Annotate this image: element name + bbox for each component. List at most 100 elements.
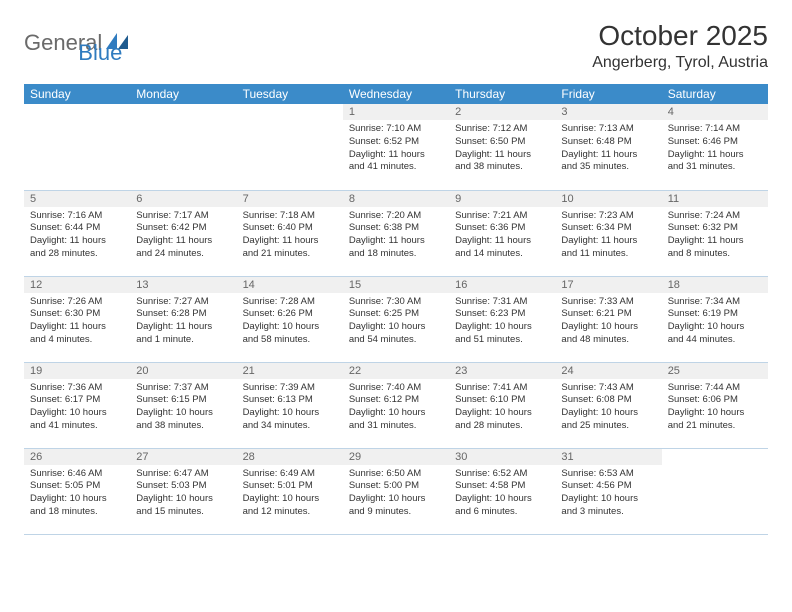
day-body: Sunrise: 6:50 AMSunset: 5:00 PMDaylight:…	[343, 465, 449, 523]
day-number: 20	[130, 363, 236, 379]
day-number: 1	[343, 104, 449, 120]
day-line: Sunrise: 7:18 AM	[243, 210, 337, 223]
calendar-cell: 30Sunrise: 6:52 AMSunset: 4:58 PMDayligh…	[449, 448, 555, 534]
day-line: Sunrise: 6:53 AM	[561, 468, 655, 481]
day-line: Sunrise: 7:17 AM	[136, 210, 230, 223]
calendar-cell: 19Sunrise: 7:36 AMSunset: 6:17 PMDayligh…	[24, 362, 130, 448]
calendar-cell: 24Sunrise: 7:43 AMSunset: 6:08 PMDayligh…	[555, 362, 661, 448]
day-line: Sunrise: 7:36 AM	[30, 382, 124, 395]
day-body: Sunrise: 7:36 AMSunset: 6:17 PMDaylight:…	[24, 379, 130, 437]
calendar-cell: 10Sunrise: 7:23 AMSunset: 6:34 PMDayligh…	[555, 190, 661, 276]
day-line: Daylight: 10 hours	[561, 321, 655, 334]
logo: General Blue	[24, 20, 122, 66]
day-line: Daylight: 10 hours	[243, 407, 337, 420]
day-line: Sunrise: 7:21 AM	[455, 210, 549, 223]
day-line: Sunset: 6:06 PM	[668, 394, 762, 407]
day-line: Daylight: 10 hours	[349, 321, 443, 334]
day-line: and 18 minutes.	[349, 248, 443, 261]
day-line: Sunset: 6:36 PM	[455, 222, 549, 235]
day-line: Sunset: 6:25 PM	[349, 308, 443, 321]
day-line: and 48 minutes.	[561, 334, 655, 347]
day-line: Sunset: 6:21 PM	[561, 308, 655, 321]
day-line: and 25 minutes.	[561, 420, 655, 433]
day-body: Sunrise: 7:20 AMSunset: 6:38 PMDaylight:…	[343, 207, 449, 265]
day-number: 21	[237, 363, 343, 379]
calendar-cell: 4Sunrise: 7:14 AMSunset: 6:46 PMDaylight…	[662, 104, 768, 190]
day-line: Sunset: 6:52 PM	[349, 136, 443, 149]
day-body: Sunrise: 7:27 AMSunset: 6:28 PMDaylight:…	[130, 293, 236, 351]
day-line: Daylight: 11 hours	[455, 149, 549, 162]
day-line: and 34 minutes.	[243, 420, 337, 433]
day-line: and 38 minutes.	[455, 161, 549, 174]
day-line: Sunrise: 7:43 AM	[561, 382, 655, 395]
day-line: Daylight: 11 hours	[349, 149, 443, 162]
day-line: Sunset: 6:48 PM	[561, 136, 655, 149]
day-number: 22	[343, 363, 449, 379]
day-line: Sunset: 6:13 PM	[243, 394, 337, 407]
day-body: Sunrise: 7:39 AMSunset: 6:13 PMDaylight:…	[237, 379, 343, 437]
day-number: 11	[662, 191, 768, 207]
day-line: Daylight: 11 hours	[30, 321, 124, 334]
day-line: Sunrise: 7:13 AM	[561, 123, 655, 136]
day-number: 28	[237, 449, 343, 465]
day-line: Daylight: 10 hours	[668, 321, 762, 334]
weekday-header: Thursday	[449, 84, 555, 104]
day-body: Sunrise: 7:40 AMSunset: 6:12 PMDaylight:…	[343, 379, 449, 437]
day-line: Sunset: 6:15 PM	[136, 394, 230, 407]
day-number: 24	[555, 363, 661, 379]
calendar-week-row: 19Sunrise: 7:36 AMSunset: 6:17 PMDayligh…	[24, 362, 768, 448]
calendar-cell: 21Sunrise: 7:39 AMSunset: 6:13 PMDayligh…	[237, 362, 343, 448]
day-line: and 21 minutes.	[243, 248, 337, 261]
day-line: Sunrise: 7:39 AM	[243, 382, 337, 395]
day-line: and 28 minutes.	[30, 248, 124, 261]
calendar-week-row: 26Sunrise: 6:46 AMSunset: 5:05 PMDayligh…	[24, 448, 768, 534]
day-line: Daylight: 10 hours	[455, 407, 549, 420]
day-line: Sunrise: 6:47 AM	[136, 468, 230, 481]
day-line: Sunset: 6:50 PM	[455, 136, 549, 149]
calendar-week-row: 1Sunrise: 7:10 AMSunset: 6:52 PMDaylight…	[24, 104, 768, 190]
day-line: and 11 minutes.	[561, 248, 655, 261]
calendar-cell: 29Sunrise: 6:50 AMSunset: 5:00 PMDayligh…	[343, 448, 449, 534]
day-number: 30	[449, 449, 555, 465]
weekday-header-row: Sunday Monday Tuesday Wednesday Thursday…	[24, 84, 768, 104]
calendar-cell: 26Sunrise: 6:46 AMSunset: 5:05 PMDayligh…	[24, 448, 130, 534]
day-body: Sunrise: 6:52 AMSunset: 4:58 PMDaylight:…	[449, 465, 555, 523]
calendar-cell: 12Sunrise: 7:26 AMSunset: 6:30 PMDayligh…	[24, 276, 130, 362]
calendar-cell	[24, 104, 130, 190]
day-line: Sunrise: 6:46 AM	[30, 468, 124, 481]
day-line: and 35 minutes.	[561, 161, 655, 174]
day-body: Sunrise: 7:33 AMSunset: 6:21 PMDaylight:…	[555, 293, 661, 351]
day-line: Sunrise: 7:24 AM	[668, 210, 762, 223]
day-body: Sunrise: 7:13 AMSunset: 6:48 PMDaylight:…	[555, 120, 661, 178]
day-number: 26	[24, 449, 130, 465]
day-line: Sunrise: 7:27 AM	[136, 296, 230, 309]
day-line: Daylight: 10 hours	[668, 407, 762, 420]
page: General Blue October 2025 Angerberg, Tyr…	[0, 0, 792, 555]
day-line: Daylight: 10 hours	[561, 407, 655, 420]
day-line: and 4 minutes.	[30, 334, 124, 347]
day-line: Sunrise: 7:20 AM	[349, 210, 443, 223]
day-line: Daylight: 10 hours	[30, 407, 124, 420]
month-title: October 2025	[592, 20, 768, 52]
day-line: Sunrise: 7:14 AM	[668, 123, 762, 136]
day-line: Sunrise: 7:37 AM	[136, 382, 230, 395]
weekday-header: Wednesday	[343, 84, 449, 104]
day-line: Daylight: 10 hours	[136, 493, 230, 506]
day-number: 2	[449, 104, 555, 120]
day-line: Sunrise: 6:52 AM	[455, 468, 549, 481]
calendar-cell	[237, 104, 343, 190]
day-body: Sunrise: 7:17 AMSunset: 6:42 PMDaylight:…	[130, 207, 236, 265]
day-line: Sunset: 6:46 PM	[668, 136, 762, 149]
weekday-header: Monday	[130, 84, 236, 104]
day-line: Daylight: 11 hours	[561, 149, 655, 162]
day-number: 10	[555, 191, 661, 207]
day-number: 12	[24, 277, 130, 293]
day-body: Sunrise: 7:12 AMSunset: 6:50 PMDaylight:…	[449, 120, 555, 178]
day-line: and 28 minutes.	[455, 420, 549, 433]
day-line: Daylight: 10 hours	[243, 493, 337, 506]
day-line: Sunset: 5:00 PM	[349, 480, 443, 493]
day-line: and 44 minutes.	[668, 334, 762, 347]
calendar-cell: 27Sunrise: 6:47 AMSunset: 5:03 PMDayligh…	[130, 448, 236, 534]
day-line: Sunset: 6:28 PM	[136, 308, 230, 321]
location: Angerberg, Tyrol, Austria	[592, 54, 768, 72]
